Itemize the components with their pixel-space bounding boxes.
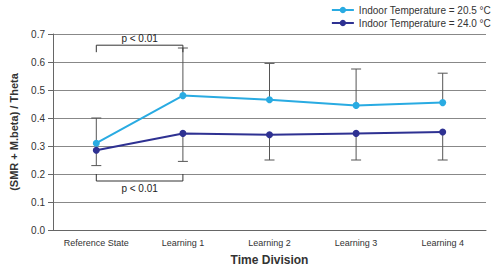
svg-text:0.7: 0.7 [31, 29, 45, 40]
svg-text:Learning 2: Learning 2 [248, 238, 291, 248]
svg-text:0.0: 0.0 [31, 225, 45, 236]
svg-text:0.6: 0.6 [31, 57, 45, 68]
svg-text:p < 0.01: p < 0.01 [121, 183, 158, 194]
svg-text:Learning 1: Learning 1 [162, 238, 205, 248]
svg-text:Reference State: Reference State [64, 238, 129, 248]
svg-text:Learning 4: Learning 4 [421, 238, 464, 248]
svg-text:Time Division: Time Division [231, 253, 309, 267]
svg-text:Learning 3: Learning 3 [335, 238, 378, 248]
svg-text:0.4: 0.4 [31, 113, 45, 124]
svg-text:Indoor Temperature = 24.0 °C: Indoor Temperature = 24.0 °C [359, 18, 491, 29]
svg-text:0.3: 0.3 [31, 141, 45, 152]
svg-text:0.2: 0.2 [31, 169, 45, 180]
svg-text:0.1: 0.1 [31, 197, 45, 208]
svg-text:p < 0.01: p < 0.01 [121, 33, 158, 44]
svg-text:Indoor Temperature = 20.5 °C: Indoor Temperature = 20.5 °C [359, 5, 491, 16]
svg-text:0.5: 0.5 [31, 85, 45, 96]
svg-text:(SMR + M.beta) / Theta: (SMR + M.beta) / Theta [8, 72, 20, 191]
